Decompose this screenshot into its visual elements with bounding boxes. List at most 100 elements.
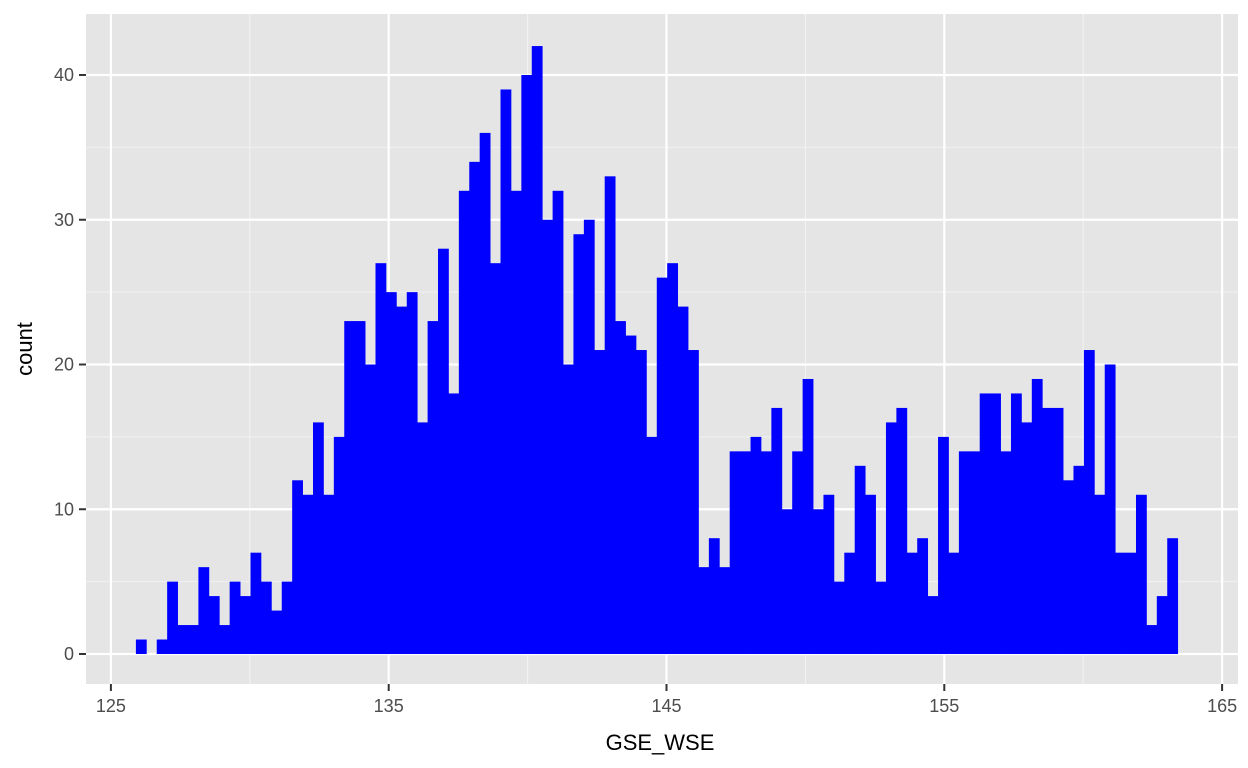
histogram-bar xyxy=(281,581,293,654)
histogram-bar xyxy=(646,436,658,654)
histogram-bar xyxy=(823,494,835,654)
histogram-bar xyxy=(1115,552,1126,654)
y-axis-title: count xyxy=(12,322,37,376)
histogram-bar xyxy=(156,639,168,654)
histogram-bar xyxy=(1000,451,1012,654)
histogram-bar xyxy=(240,596,251,654)
histogram-bar xyxy=(854,465,866,654)
histogram-bar xyxy=(167,581,178,654)
histogram-bar xyxy=(792,451,804,654)
histogram-bar xyxy=(1094,494,1106,654)
histogram-bar xyxy=(531,46,543,655)
histogram-bar xyxy=(906,552,918,654)
histogram-bar xyxy=(708,538,720,654)
histogram-bar xyxy=(594,350,606,654)
histogram-bars xyxy=(135,46,1179,655)
histogram-bar xyxy=(896,407,908,654)
histogram-bar xyxy=(1135,494,1147,654)
histogram-bar xyxy=(323,494,335,654)
x-tick-label: 125 xyxy=(96,696,126,716)
x-tick-label: 145 xyxy=(651,696,681,716)
histogram-bar xyxy=(656,277,668,654)
histogram-bar xyxy=(250,552,262,654)
histogram-bar xyxy=(385,292,397,654)
x-tick-label: 165 xyxy=(1207,696,1237,716)
histogram-bar xyxy=(177,625,189,654)
histogram-bar xyxy=(396,306,408,654)
histogram-bar xyxy=(333,436,345,654)
histogram-bar xyxy=(573,234,585,654)
histogram-bar xyxy=(667,263,679,654)
histogram-bar xyxy=(552,190,564,655)
histogram-bar xyxy=(208,596,220,654)
histogram-bar xyxy=(625,335,637,654)
histogram-bar xyxy=(1063,480,1074,654)
histogram-bar xyxy=(760,451,772,654)
histogram-bar xyxy=(500,89,512,655)
histogram-bar xyxy=(927,596,939,654)
histogram-bar xyxy=(354,321,366,654)
histogram-bar xyxy=(260,581,272,654)
histogram-bar xyxy=(865,494,876,654)
histogram-bar xyxy=(1125,552,1137,654)
histogram-bar xyxy=(490,263,501,654)
histogram-bar xyxy=(427,321,439,654)
histogram-bar xyxy=(729,451,741,654)
y-tick-label: 10 xyxy=(54,499,74,519)
histogram-bar xyxy=(740,451,751,654)
histogram-bar xyxy=(833,581,845,654)
histogram-bar xyxy=(1167,538,1179,654)
histogram-bar xyxy=(604,176,616,654)
histogram-bar xyxy=(365,364,376,654)
histogram-bar xyxy=(615,321,626,654)
histogram-bar xyxy=(635,350,647,654)
histogram-bar xyxy=(583,219,595,654)
histogram-bar xyxy=(969,451,981,654)
histogram-bar xyxy=(198,567,210,654)
histogram-bar xyxy=(521,75,533,654)
histogram-bar xyxy=(1104,364,1116,654)
x-axis-title: GSE_WSE xyxy=(606,730,715,755)
histogram-bar xyxy=(771,407,783,654)
histogram-bar xyxy=(1010,393,1022,654)
histogram-bar xyxy=(417,422,428,654)
y-tick-label: 0 xyxy=(64,644,74,664)
histogram-bar xyxy=(875,581,887,654)
histogram-bar xyxy=(302,494,314,654)
histogram-bar xyxy=(458,190,470,655)
histogram-bar xyxy=(510,190,522,655)
histogram-bar xyxy=(1073,465,1085,654)
histogram-bar xyxy=(1083,350,1095,654)
axes: 125 135 145 155 165 0 10 20 30 40 xyxy=(54,65,1237,716)
y-tick-label: 40 xyxy=(54,65,74,85)
histogram-bar xyxy=(344,321,356,654)
histogram-bar xyxy=(375,263,387,654)
x-tick-label: 155 xyxy=(929,696,959,716)
histogram-bar xyxy=(719,567,731,654)
histogram-bar xyxy=(1042,407,1054,654)
histogram-bar xyxy=(698,567,710,654)
histogram-bar xyxy=(1052,407,1064,654)
histogram-bar xyxy=(917,538,929,654)
histogram-bar xyxy=(750,436,762,654)
histogram-bar xyxy=(563,364,574,654)
histogram-bar xyxy=(885,422,897,654)
histogram-bar xyxy=(990,393,1001,654)
histogram-bar xyxy=(1146,625,1158,654)
histogram-bar xyxy=(958,451,970,654)
y-tick-label: 30 xyxy=(54,210,74,230)
histogram-bar xyxy=(948,552,960,654)
histogram-bar xyxy=(1021,422,1033,654)
histogram-bar xyxy=(187,625,199,654)
histogram-bar xyxy=(688,350,699,654)
histogram-bar xyxy=(271,610,283,654)
histogram-bar xyxy=(542,219,554,654)
histogram-bar xyxy=(1156,596,1168,654)
histogram-bar xyxy=(844,552,856,654)
histogram-bar xyxy=(979,393,991,654)
histogram-bar xyxy=(781,509,793,654)
histogram-bar xyxy=(448,393,460,654)
histogram-bar xyxy=(802,378,814,654)
histogram-bar xyxy=(219,625,231,654)
